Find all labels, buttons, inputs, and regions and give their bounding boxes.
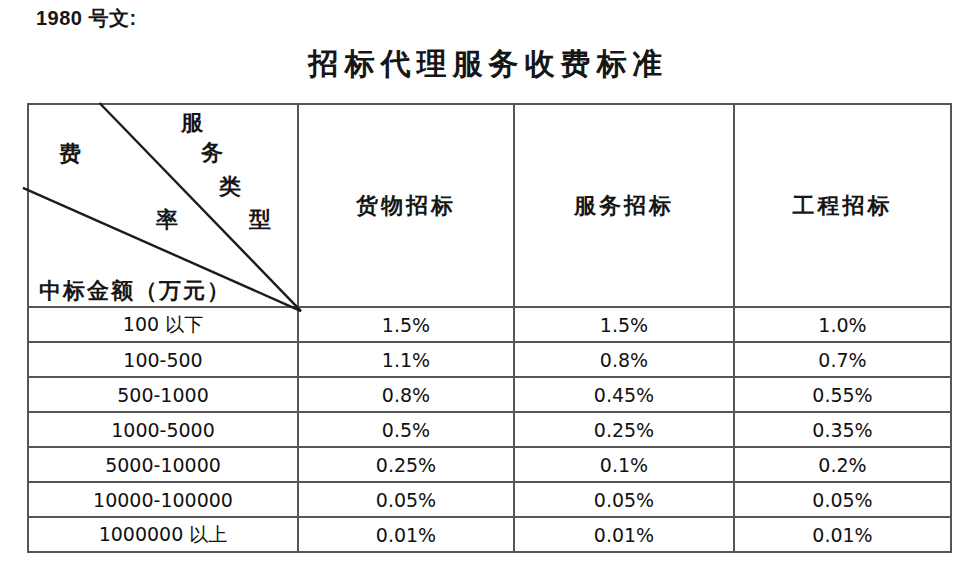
rate-cell: 0.1%: [514, 447, 734, 482]
amount-range-cell: 1000000 以上: [28, 517, 298, 552]
rate-cell: 0.35%: [734, 412, 951, 447]
rate-cell: 0.5%: [298, 412, 514, 447]
rate-cell: 0.01%: [514, 517, 734, 552]
document-page: 1980 号文: 招标代理服务收费标准 服 务 类 型 费: [0, 0, 976, 581]
rate-cell: 1.1%: [298, 342, 514, 377]
amount-range-cell: 100 以下: [28, 307, 298, 342]
amount-range-cell: 500-1000: [28, 377, 298, 412]
table-row: 5000-10000 0.25% 0.1% 0.2%: [28, 447, 951, 482]
column-header-goods: 货物招标: [298, 104, 514, 307]
column-header-services: 服务招标: [514, 104, 734, 307]
column-header-engineering: 工程招标: [734, 104, 951, 307]
corner-service-type-char: 务: [201, 142, 223, 164]
rate-cell: 0.45%: [514, 377, 734, 412]
table-row: 1000-5000 0.5% 0.25% 0.35%: [28, 412, 951, 447]
rate-cell: 0.8%: [514, 342, 734, 377]
corner-fee-rate-char: 率: [156, 209, 178, 231]
amount-range-cell: 10000-100000: [28, 482, 298, 517]
amount-range-cell: 1000-5000: [28, 412, 298, 447]
amount-range-cell: 5000-10000: [28, 447, 298, 482]
diagonal-corner-cell: 服 务 类 型 费 率 中标金额（万元）: [28, 104, 298, 307]
rate-cell: 0.25%: [298, 447, 514, 482]
rate-cell: 0.25%: [514, 412, 734, 447]
rate-cell: 0.8%: [298, 377, 514, 412]
rate-cell: 0.01%: [734, 517, 951, 552]
rate-cell: 0.55%: [734, 377, 951, 412]
rate-cell: 0.2%: [734, 447, 951, 482]
table-row: 100 以下 1.5% 1.5% 1.0%: [28, 307, 951, 342]
rate-cell: 1.5%: [298, 307, 514, 342]
table-row: 1000000 以上 0.01% 0.01% 0.01%: [28, 517, 951, 552]
doc-ref-label: 1980 号文:: [36, 5, 137, 32]
corner-service-type-char: 类: [219, 176, 241, 198]
rate-cell: 1.0%: [734, 307, 951, 342]
rate-cell: 0.01%: [298, 517, 514, 552]
rate-cell: 0.7%: [734, 342, 951, 377]
rate-cell: 0.05%: [734, 482, 951, 517]
page-title: 招标代理服务收费标准: [27, 44, 950, 85]
rate-cell: 1.5%: [514, 307, 734, 342]
corner-service-type-char: 型: [249, 209, 271, 231]
fee-standard-table: 服 务 类 型 费 率 中标金额（万元） 货物招标 服务招标 工程招标 100 …: [27, 103, 952, 553]
corner-amount-axis-label: 中标金额（万元）: [39, 276, 231, 306]
table-row: 500-1000 0.8% 0.45% 0.55%: [28, 377, 951, 412]
rate-cell: 0.05%: [514, 482, 734, 517]
table-header-row: 服 务 类 型 费 率 中标金额（万元） 货物招标 服务招标 工程招标: [28, 104, 951, 307]
rate-cell: 0.05%: [298, 482, 514, 517]
corner-fee-rate-char: 费: [59, 143, 81, 165]
corner-service-type-char: 服: [181, 112, 203, 134]
table-row: 100-500 1.1% 0.8% 0.7%: [28, 342, 951, 377]
amount-range-cell: 100-500: [28, 342, 298, 377]
table-row: 10000-100000 0.05% 0.05% 0.05%: [28, 482, 951, 517]
